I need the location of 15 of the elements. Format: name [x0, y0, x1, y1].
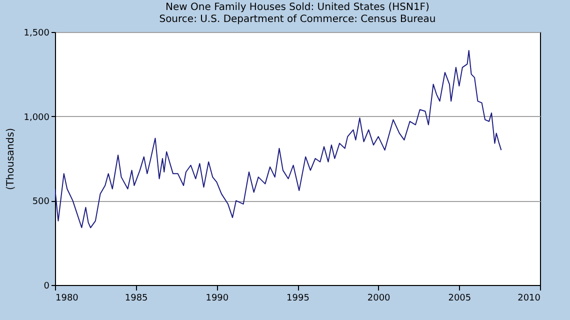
chart-subtitle: Source: U.S. Department of Commerce: Census Bureau: [159, 14, 436, 25]
y-axis-title: (Thousands): [6, 128, 17, 190]
x-tick-label: 2000: [367, 294, 391, 304]
x-tick-label: 2005: [448, 294, 472, 304]
line-series: [55, 50, 502, 228]
y-tick-label: 1,000: [24, 112, 50, 123]
x-tick-label: 1995: [286, 294, 310, 304]
x-tick-label: 1985: [124, 294, 148, 304]
x-tick-label: 1980: [56, 294, 79, 304]
x-tick-label: 1990: [206, 294, 229, 304]
y-tick-label: 500: [32, 197, 50, 208]
y-tick-label: 1,500: [24, 28, 50, 38]
y-tick-label: 0: [44, 282, 50, 292]
chart-title: New One Family Houses Sold: United States (HSN1F): [166, 2, 430, 13]
x-tick-label: 2010: [518, 294, 541, 304]
